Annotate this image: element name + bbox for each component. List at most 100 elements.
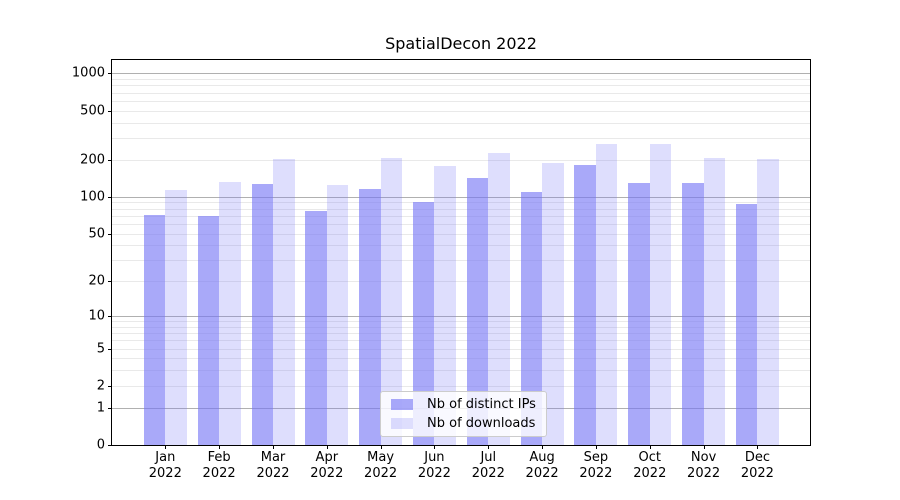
xtick-year: 2022	[364, 466, 398, 481]
xtick-mark-apr	[326, 445, 328, 449]
bar-downloads-apr	[326, 184, 349, 445]
bar-ips-apr	[305, 210, 327, 445]
ytick-label-500: 500	[80, 103, 105, 118]
xtick-month: Oct	[638, 450, 662, 465]
minor-gridline-700	[112, 92, 810, 94]
bar-downloads-dec	[757, 159, 779, 445]
bar-downloads-oct	[649, 143, 672, 445]
bar-downloads-nov	[703, 158, 726, 445]
xtick-month: Nov	[690, 450, 717, 465]
bar-downloads-jun	[434, 165, 456, 445]
xtick-label-jul: Jul 2022	[472, 450, 505, 482]
xtick-year: 2022	[256, 466, 290, 481]
xtick-month: May	[367, 450, 395, 465]
bar-downloads-jan	[165, 190, 187, 445]
minor-gridline-9	[112, 321, 810, 323]
ytick-mark-50	[108, 233, 112, 235]
minor-gridline-2	[112, 385, 810, 387]
bar-ips-mar	[251, 184, 273, 445]
xtick-mark-jun	[434, 445, 436, 449]
minor-gridline-90	[112, 202, 810, 204]
xtick-month: Jul	[480, 450, 497, 465]
plot-area	[111, 59, 811, 446]
minor-gridline-5	[112, 348, 810, 350]
xtick-year: 2022	[525, 466, 559, 481]
legend-label-downloads: Nb of downloads	[427, 416, 536, 431]
legend-swatch-ips	[391, 399, 413, 410]
ytick-label-50: 50	[88, 226, 105, 241]
minor-gridline-4	[112, 358, 810, 360]
legend: Nb of distinct IPs Nb of downloads	[380, 391, 547, 437]
xtick-mark-dec	[757, 445, 759, 449]
ytick-mark-0	[108, 445, 112, 446]
ytick-label-200: 200	[80, 152, 105, 168]
minor-gridline-500	[112, 110, 810, 112]
minor-gridline-800	[112, 85, 810, 87]
bar-ips-sep	[574, 164, 596, 445]
ytick-mark-200	[108, 159, 112, 161]
xtick-label-jan: Jan 2022	[149, 450, 182, 482]
bar-downloads-aug	[542, 163, 564, 445]
xtick-mark-jul	[488, 445, 490, 449]
xtick-label-may: May 2022	[364, 450, 397, 482]
minor-gridline-6	[112, 340, 810, 342]
xtick-mark-sep	[595, 445, 597, 449]
chart-title: SpatialDecon 2022	[385, 34, 537, 53]
ytick-mark-10	[108, 316, 112, 317]
bar-ips-oct	[628, 182, 650, 445]
xtick-label-mar: Mar 2022	[256, 450, 289, 482]
ytick-label-2: 2	[96, 378, 105, 394]
xtick-month: Aug	[529, 450, 555, 465]
xtick-mark-feb	[219, 445, 221, 449]
major-gridline-100	[112, 196, 810, 198]
xtick-month: Apr	[315, 450, 339, 465]
bar-downloads-feb	[219, 181, 241, 445]
xtick-month: Sep	[583, 450, 609, 465]
minor-gridline-20	[112, 281, 810, 283]
xtick-year: 2022	[579, 466, 613, 481]
xtick-mark-oct	[649, 445, 651, 449]
minor-gridline-600	[112, 100, 810, 102]
xtick-mark-aug	[542, 445, 544, 449]
major-gridline-1000	[112, 73, 810, 75]
ytick-label-1000: 1000	[71, 65, 105, 81]
bar-downloads-jul	[488, 152, 510, 445]
xtick-mark-nov	[703, 445, 705, 449]
bar-downloads-sep	[595, 144, 618, 445]
minor-gridline-7	[112, 333, 810, 335]
xtick-year: 2022	[417, 466, 451, 481]
ytick-label-10: 10	[88, 308, 105, 324]
ytick-label-5: 5	[96, 341, 105, 357]
xtick-year: 2022	[633, 466, 667, 481]
minor-gridline-40	[112, 245, 810, 247]
minor-gridline-200	[112, 159, 810, 161]
minor-gridline-60	[112, 223, 810, 225]
legend-label-ips: Nb of distinct IPs	[427, 397, 536, 412]
bar-downloads-mar	[273, 159, 295, 445]
xtick-year: 2022	[202, 466, 236, 481]
bar-ips-may	[359, 189, 381, 445]
xtick-label-nov: Nov 2022	[687, 450, 720, 482]
ytick-label-1: 1	[96, 400, 105, 416]
xtick-month: Mar	[260, 450, 286, 465]
ytick-mark-2	[108, 385, 112, 387]
minor-gridline-80	[112, 208, 810, 210]
minor-gridline-400	[112, 122, 810, 124]
xtick-mark-may	[380, 445, 382, 449]
minor-gridline-50	[112, 233, 810, 235]
bar-ips-nov	[682, 182, 704, 445]
xtick-month: Jan	[155, 450, 176, 465]
major-gridline-10	[112, 316, 810, 317]
xtick-month: Jun	[424, 450, 445, 465]
ytick-mark-1000	[108, 73, 112, 75]
legend-swatch-downloads	[391, 418, 413, 429]
xtick-label-oct: Oct 2022	[633, 450, 666, 482]
minor-gridline-300	[112, 138, 810, 139]
xtick-label-sep: Sep 2022	[579, 450, 612, 482]
xtick-year: 2022	[310, 466, 344, 481]
ytick-label-100: 100	[80, 189, 105, 205]
xtick-mark-jan	[165, 445, 167, 449]
ytick-mark-100	[108, 196, 112, 198]
xtick-label-jun: Jun 2022	[418, 450, 451, 482]
